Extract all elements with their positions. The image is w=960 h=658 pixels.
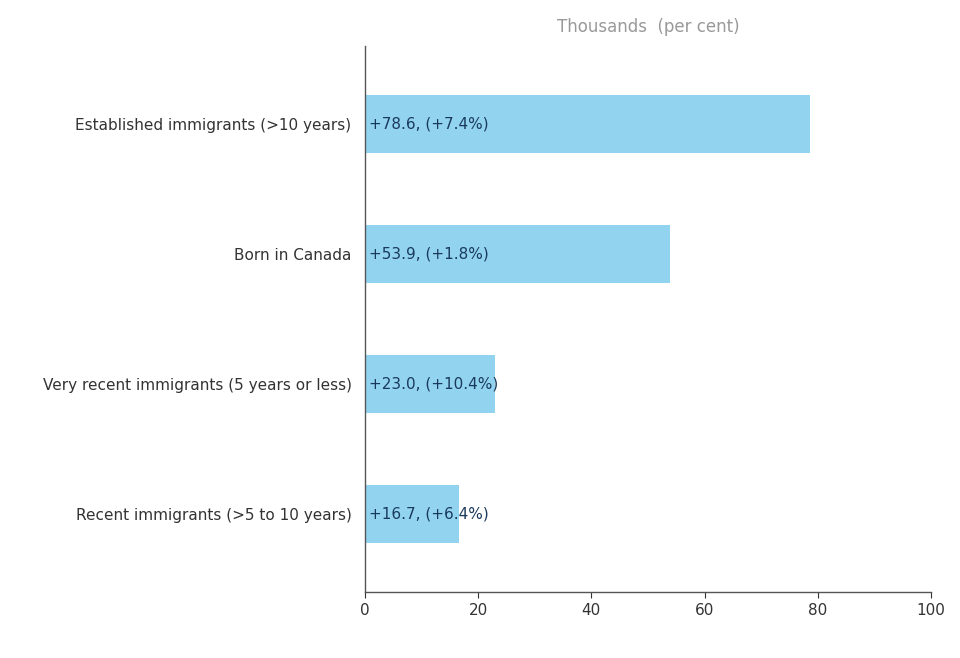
Bar <box>365 485 460 544</box>
Bar <box>365 95 810 153</box>
Bar <box>365 355 495 413</box>
Title: Thousands  (per cent): Thousands (per cent) <box>557 18 739 36</box>
Bar <box>365 225 670 284</box>
Text: +16.7, (+6.4%): +16.7, (+6.4%) <box>369 507 489 522</box>
Text: +53.9, (+1.8%): +53.9, (+1.8%) <box>369 247 489 262</box>
Text: +78.6, (+7.4%): +78.6, (+7.4%) <box>369 116 489 132</box>
Text: +23.0, (+10.4%): +23.0, (+10.4%) <box>369 376 498 392</box>
